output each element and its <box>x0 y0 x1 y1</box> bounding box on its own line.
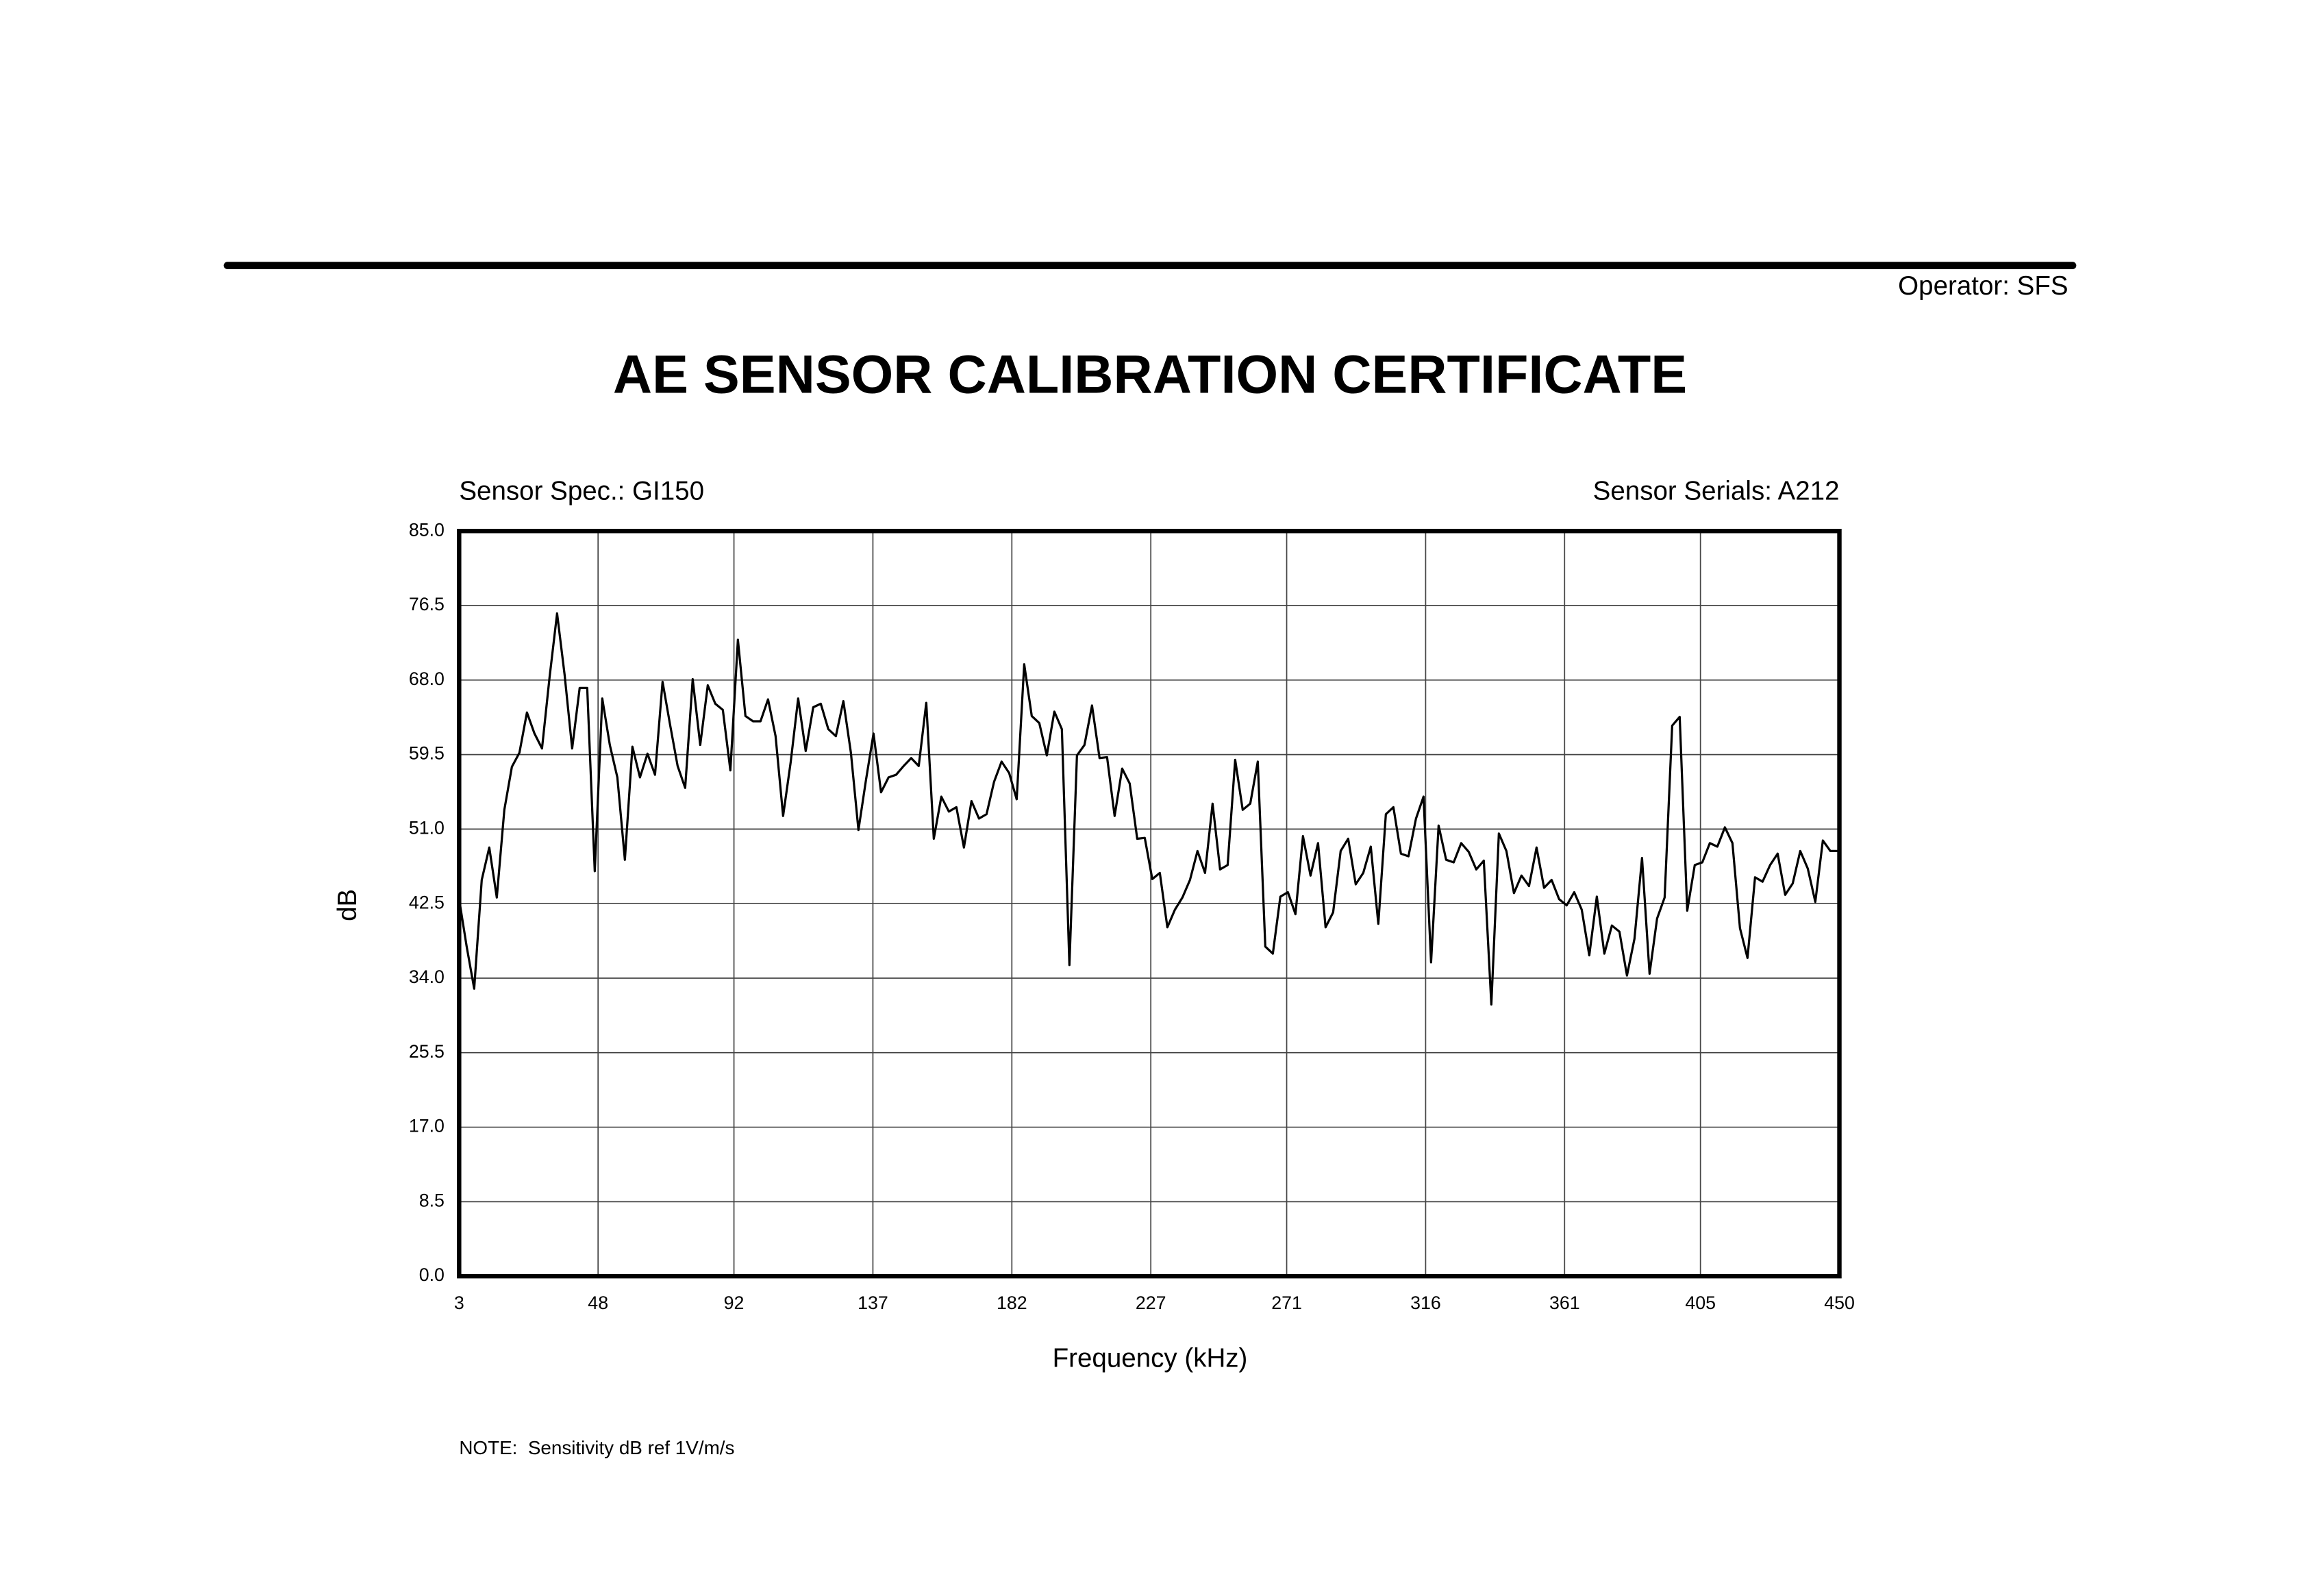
y-tick-label: 51.0 <box>409 817 445 838</box>
y-tick-label: 8.5 <box>419 1190 445 1210</box>
x-tick-label: 182 <box>997 1293 1027 1313</box>
x-tick-label: 271 <box>1271 1293 1302 1313</box>
sensor-serials: Sensor Serials: A212 <box>1593 477 1840 506</box>
y-tick-label: 25.5 <box>409 1041 445 1062</box>
y-tick-label: 42.5 <box>409 892 445 912</box>
y-tick-label: 76.5 <box>409 594 445 614</box>
y-tick-label: 0.0 <box>419 1264 445 1285</box>
y-tick-label: 85.0 <box>409 519 445 540</box>
data-line <box>458 612 1838 1006</box>
note: NOTE: Sensitivity dB ref 1V/m/s <box>459 1437 734 1458</box>
x-tick-label: 137 <box>858 1293 888 1313</box>
plot: 0.0 8.5 17.0 25.5 34.0 42.5 51.0 59.5 68.0 76.5 85… <box>409 519 1855 1313</box>
y-tick-label: 17.0 <box>409 1116 445 1136</box>
x-tick-label: 227 <box>1136 1293 1166 1313</box>
sensor-spec: Sensor Spec.: GI150 <box>459 477 704 506</box>
x-tick-label: 361 <box>1549 1293 1580 1313</box>
title: AE SENSOR CALIBRATION CERTIFICATE <box>613 343 1687 404</box>
x-tick-label: 450 <box>1824 1293 1855 1313</box>
x-axis-label: Frequency (kHz) <box>1053 1343 1248 1373</box>
y-axis-label: dB <box>333 889 362 921</box>
operator: Operator: SFS <box>1898 271 2068 301</box>
y-tick-label: 68.0 <box>409 669 445 689</box>
y-tick-label: 34.0 <box>409 967 445 987</box>
plot-frame <box>457 529 1842 1279</box>
x-tick-label: 48 <box>588 1293 608 1313</box>
x-tick-label: 3 <box>454 1293 464 1313</box>
x-tick-label: 405 <box>1685 1293 1716 1313</box>
y-tick-label: 59.5 <box>409 743 445 764</box>
x-tick-label: 316 <box>1410 1293 1441 1313</box>
x-tick-label: 92 <box>724 1293 745 1313</box>
